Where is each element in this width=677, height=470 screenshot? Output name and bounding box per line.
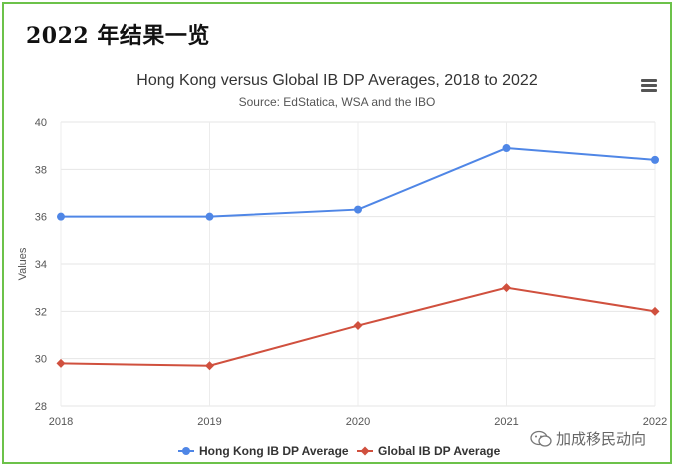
wechat-icon <box>530 430 552 447</box>
hamburger-menu-icon[interactable] <box>641 79 657 93</box>
watermark-text: 加成移民动向 <box>556 431 647 448</box>
content-frame <box>2 2 672 464</box>
watermark: 加成移民动向 <box>530 428 646 449</box>
page-headline: 2022 年结果一览 <box>26 23 210 49</box>
